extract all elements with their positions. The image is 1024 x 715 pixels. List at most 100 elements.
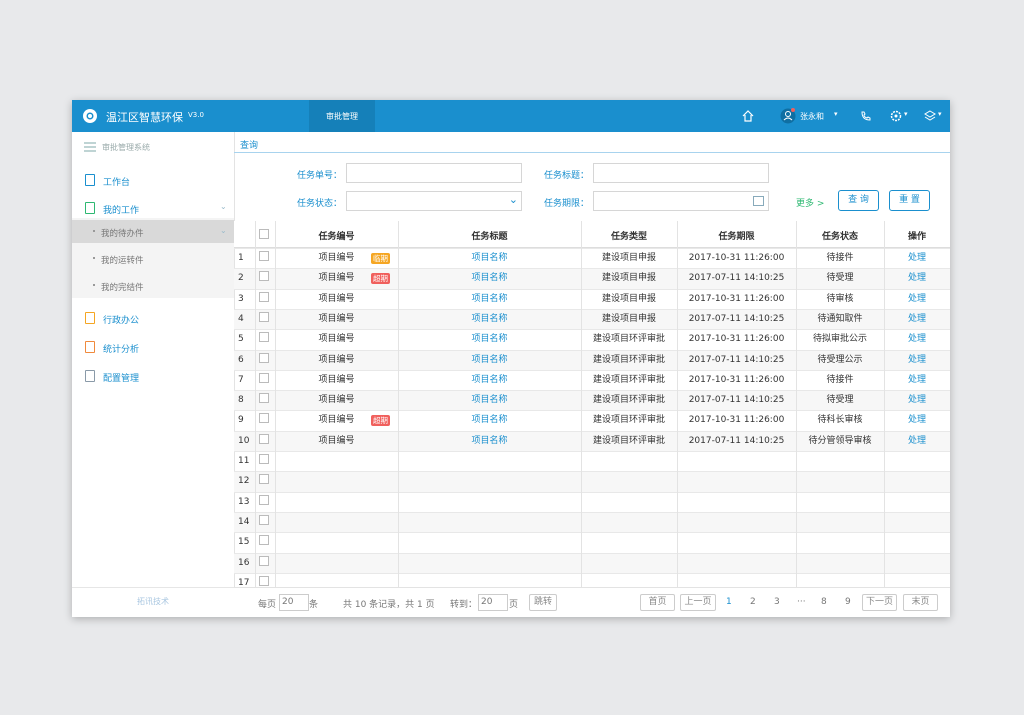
cell-action[interactable]: 处理 xyxy=(907,334,926,345)
cell-status: 待受理 xyxy=(826,273,854,284)
button[interactable]: 查 询 xyxy=(838,190,879,211)
checkbox[interactable] xyxy=(259,229,269,239)
cell-action[interactable]: 处理 xyxy=(907,253,926,263)
col-line xyxy=(398,221,399,588)
checkbox[interactable] xyxy=(259,555,269,566)
checkbox[interactable] xyxy=(259,393,269,404)
checkbox[interactable] xyxy=(259,291,269,302)
page-input[interactable]: 20 xyxy=(478,594,508,611)
checkbox[interactable] xyxy=(259,494,269,505)
cell-title[interactable]: 项目名称 xyxy=(471,354,508,365)
row-line xyxy=(234,410,950,412)
checkbox[interactable] xyxy=(259,575,269,586)
phone-icon[interactable] xyxy=(860,110,872,122)
text-input[interactable] xyxy=(593,163,769,183)
submenu-item[interactable]: 我的待办件 xyxy=(101,229,144,239)
menu-item[interactable]: 统计分析 xyxy=(103,345,140,355)
menu-item[interactable]: 我的工作 xyxy=(103,206,140,216)
button[interactable]: 上一页 xyxy=(680,594,716,611)
cell-title[interactable]: 项目名称 xyxy=(471,293,508,304)
cell-title[interactable]: 项目名称 xyxy=(471,374,508,385)
menu-icon[interactable] xyxy=(84,142,96,152)
row-line xyxy=(234,552,950,554)
page-number[interactable]: ··· xyxy=(797,597,806,607)
cell-deadline: 2017-07-11 14:10:25 xyxy=(688,435,785,446)
nav-item[interactable]: 审批管理 xyxy=(326,112,358,121)
button[interactable]: 重 置 xyxy=(889,190,930,211)
user-name[interactable]: 张永和 xyxy=(800,112,824,121)
cell-title[interactable]: 项目名称 xyxy=(471,334,508,345)
menu-icon xyxy=(85,312,95,324)
checkbox[interactable] xyxy=(259,311,269,322)
button[interactable]: 跳转 xyxy=(529,594,557,611)
button[interactable]: 下一页 xyxy=(862,594,897,611)
col-line xyxy=(255,221,256,588)
submenu-item[interactable]: 我的完结件 xyxy=(101,283,144,293)
select[interactable]: ⌄ xyxy=(346,191,522,211)
page-size-select[interactable]: 20 xyxy=(279,594,309,611)
avatar[interactable] xyxy=(780,108,796,124)
cell-action[interactable]: 处理 xyxy=(907,395,926,406)
settings-icon[interactable] xyxy=(890,110,902,122)
cell-type: 建设项目环评审批 xyxy=(592,354,665,365)
cell-title[interactable]: 项目名称 xyxy=(471,415,508,426)
cell-action[interactable]: 处理 xyxy=(907,313,926,324)
checkbox[interactable] xyxy=(259,352,269,363)
page-number[interactable]: 1 xyxy=(726,597,732,607)
cell-deadline: 2017-07-11 14:10:25 xyxy=(688,395,785,406)
page-number[interactable]: 2 xyxy=(750,597,756,607)
button[interactable]: 末页 xyxy=(903,594,938,611)
layers-icon[interactable] xyxy=(924,110,936,122)
cell-action[interactable]: 处理 xyxy=(907,354,926,365)
menu-item[interactable]: 配置管理 xyxy=(103,374,140,384)
button[interactable]: 首页 xyxy=(640,594,675,611)
cell-code: 项目编号 xyxy=(318,415,355,426)
cell-action[interactable]: 处理 xyxy=(907,293,926,304)
caret: ▾ xyxy=(834,110,838,118)
row-bg xyxy=(234,308,950,330)
cell-deadline: 2017-10-31 11:26:00 xyxy=(688,415,785,426)
row-index: 14 xyxy=(238,516,250,527)
cell-code: 项目编号 xyxy=(318,354,355,365)
checkbox[interactable] xyxy=(259,251,269,261)
cell-code: 项目编号 xyxy=(318,395,355,406)
row-bg xyxy=(234,349,950,370)
more-link[interactable]: 更多 > xyxy=(796,199,825,209)
cell-title[interactable]: 项目名称 xyxy=(471,435,508,446)
page-number[interactable]: 3 xyxy=(774,597,780,607)
col-line xyxy=(581,221,582,588)
checkbox[interactable] xyxy=(259,372,269,383)
checkbox[interactable] xyxy=(259,535,269,546)
app-title: 温江区智慧环保 xyxy=(106,111,183,124)
page-number[interactable]: 9 xyxy=(845,597,851,607)
checkbox[interactable] xyxy=(259,514,269,525)
cell-title[interactable]: 项目名称 xyxy=(471,313,508,324)
cell-deadline: 2017-07-11 14:10:25 xyxy=(688,354,785,365)
text-input[interactable] xyxy=(593,191,769,211)
checkbox[interactable] xyxy=(259,433,269,444)
calendar-icon xyxy=(753,196,764,206)
checkbox[interactable] xyxy=(259,413,269,424)
cell-action[interactable]: 处理 xyxy=(907,374,926,385)
cell-title[interactable]: 项目名称 xyxy=(471,273,508,284)
row-index: 12 xyxy=(238,476,250,487)
cell-code: 项目编号 xyxy=(318,374,355,385)
page-number[interactable]: 8 xyxy=(821,597,827,607)
cell-status: 待受理 xyxy=(826,395,854,406)
checkbox[interactable] xyxy=(259,271,269,282)
cell-status: 待分管领导审核 xyxy=(808,435,872,446)
checkbox[interactable] xyxy=(259,454,269,464)
checkbox[interactable] xyxy=(259,332,269,343)
cell-title[interactable]: 项目名称 xyxy=(471,253,508,263)
menu-item[interactable]: 行政办公 xyxy=(103,316,140,326)
submenu-item[interactable]: 我的运转件 xyxy=(101,256,144,266)
cell-type: 建设项目环评审批 xyxy=(592,374,665,385)
cell-title[interactable]: 项目名称 xyxy=(471,395,508,406)
home-icon[interactable] xyxy=(742,110,754,122)
cell-action[interactable]: 处理 xyxy=(907,415,926,426)
cell-action[interactable]: 处理 xyxy=(907,273,926,284)
cell-action[interactable]: 处理 xyxy=(907,435,926,446)
checkbox[interactable] xyxy=(259,474,269,485)
menu-item[interactable]: 工作台 xyxy=(103,178,131,188)
text-input[interactable] xyxy=(346,163,522,183)
